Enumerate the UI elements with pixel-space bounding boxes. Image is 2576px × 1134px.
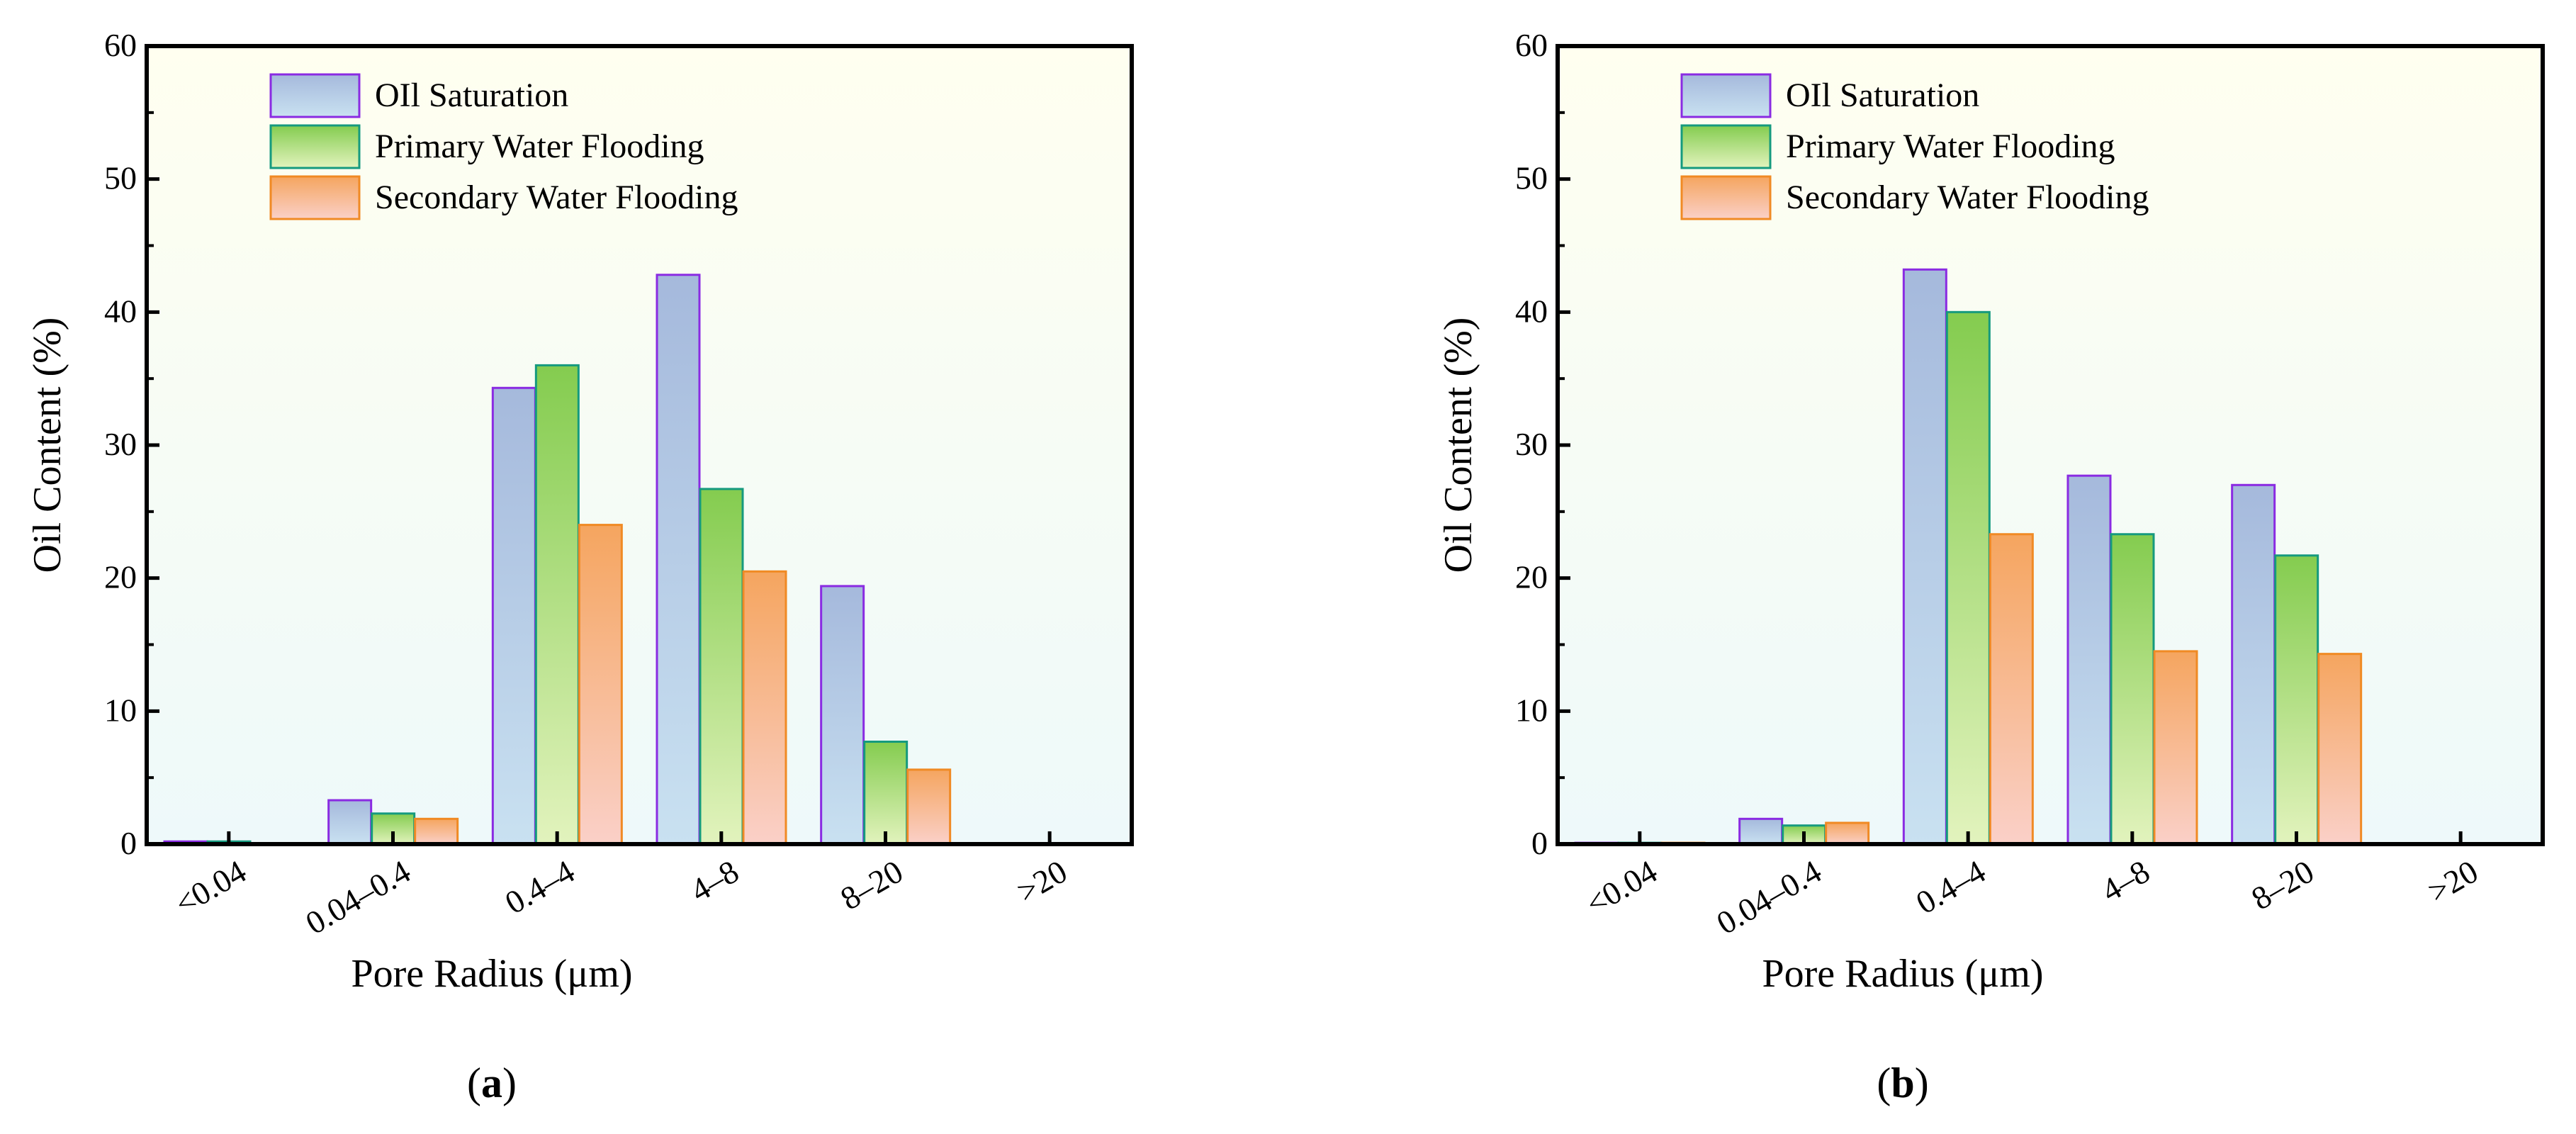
panel-label: (a) — [467, 1060, 517, 1106]
y-tick-label: 50 — [104, 160, 137, 196]
bar-secondary-water-flooding-3 — [2153, 650, 2198, 846]
y-tick-label: 60 — [104, 27, 137, 63]
legend: OIl Saturation Primary Water Flooding Seco… — [1680, 73, 2149, 220]
panel-label-close: ) — [1915, 1060, 1929, 1106]
x-tick-label: 0.4–4 — [499, 853, 580, 921]
bar-secondary-water-flooding-1 — [414, 817, 459, 846]
x-tick-label: 4–8 — [685, 853, 745, 909]
x-tick-label: 4–8 — [2096, 853, 2156, 909]
y-tick-label: 10 — [1515, 692, 1548, 728]
legend-label: Secondary Water Flooding — [375, 179, 738, 216]
y-axis: 0 10 20 30 40 50 60 — [1515, 27, 1570, 861]
bar-primary-water-flooding-4 — [863, 740, 909, 846]
legend-label: Primary Water Flooding — [1786, 128, 2115, 165]
bar-oil-saturation-1 — [327, 799, 373, 846]
y-tick-label: 0 — [1531, 825, 1548, 861]
legend-label: OIl Saturation — [1786, 77, 1979, 114]
y-tick-label: 0 — [120, 825, 137, 861]
x-axis-label: Pore Radius (μm) — [351, 952, 632, 996]
y-tick-label: 40 — [104, 293, 137, 329]
y-tick-label: 50 — [1515, 160, 1548, 196]
y-tick-label: 20 — [104, 559, 137, 595]
bar-secondary-water-flooding-4 — [906, 768, 952, 846]
y-tick-label: 20 — [1515, 559, 1548, 595]
bar-primary-water-flooding-2 — [1945, 310, 1991, 846]
y-axis: 0 10 20 30 40 50 60 — [104, 27, 159, 861]
legend-label: Secondary Water Flooding — [1786, 179, 2149, 216]
bar-group — [163, 274, 952, 846]
bar-oil-saturation-3 — [656, 274, 701, 846]
bar-oil-saturation-3 — [2066, 474, 2112, 846]
bar-oil-saturation-2 — [491, 386, 536, 846]
x-tick-label: 0.04–0.4 — [300, 853, 417, 941]
x-tick-label: <0.04 — [1580, 853, 1663, 921]
bar-secondary-water-flooding-4 — [2317, 653, 2363, 846]
panel-label-open: ( — [467, 1060, 481, 1106]
legend-swatch — [269, 175, 361, 220]
legend: OIl Saturation Primary Water Flooding Seco… — [269, 73, 738, 220]
y-tick-label: 10 — [104, 692, 137, 728]
y-tick-label: 40 — [1515, 293, 1548, 329]
bar-secondary-water-flooding-3 — [742, 570, 787, 846]
x-tick-label: 8–20 — [834, 853, 909, 916]
panel-label: (b) — [1877, 1060, 1928, 1106]
x-axis-label: Pore Radius (μm) — [1762, 952, 2043, 996]
panel-label-close: ) — [502, 1060, 517, 1106]
y-tick-label: 30 — [104, 426, 137, 462]
bar-oil-saturation-4 — [2231, 483, 2276, 846]
x-tick-label: 0.04–0.4 — [1711, 853, 1828, 941]
panel-label-letter: b — [1891, 1060, 1914, 1106]
legend-swatch — [1680, 73, 1772, 118]
legend-label: OIl Saturation — [375, 77, 568, 114]
bar-secondary-water-flooding-2 — [1989, 533, 2034, 846]
bar-primary-water-flooding-3 — [699, 488, 744, 846]
y-axis-label: Oil Content (%) — [26, 318, 69, 573]
bar-oil-saturation-1 — [1738, 817, 1784, 846]
panel-label-letter: a — [481, 1060, 502, 1106]
legend-label: Primary Water Flooding — [375, 128, 704, 165]
x-tick-label: 0.4–4 — [1910, 853, 1991, 921]
legend-swatch — [1680, 175, 1772, 220]
bar-primary-water-flooding-2 — [534, 364, 580, 846]
chart-panel-a: 0 10 20 30 40 50 60 <0.04 0.04–0.4 0.4–4 4–8 8–20 >… — [26, 27, 1134, 1106]
panel-label-open: ( — [1877, 1060, 1891, 1106]
bar-primary-water-flooding-3 — [2110, 533, 2155, 846]
y-tick-label: 60 — [1515, 27, 1548, 63]
chart-panel-b: 0 10 20 30 40 50 60 <0.04 0.04–0.4 0.4–4 4–8 8–20 >… — [1436, 27, 2545, 1106]
bar-secondary-water-flooding-2 — [578, 524, 623, 846]
legend-swatch — [269, 124, 361, 169]
bar-secondary-water-flooding-1 — [1825, 821, 1870, 846]
legend-swatch — [269, 73, 361, 118]
plot-frame — [1556, 44, 2545, 846]
x-tick-label: <0.04 — [169, 853, 252, 921]
x-axis: <0.04 0.04–0.4 0.4–4 4–8 8–20 >20 — [169, 831, 1073, 941]
x-tick-label: >20 — [1011, 853, 1073, 909]
bar-oil-saturation-4 — [820, 585, 865, 846]
x-tick-label: >20 — [2422, 853, 2484, 909]
bar-oil-saturation-2 — [1902, 268, 1947, 846]
y-axis-label: Oil Content (%) — [1436, 318, 1480, 573]
x-tick-label: 8–20 — [2245, 853, 2319, 916]
legend-swatch — [1680, 124, 1772, 169]
x-axis: <0.04 0.04–0.4 0.4–4 4–8 8–20 >20 — [1580, 831, 2484, 941]
bar-primary-water-flooding-4 — [2274, 554, 2319, 846]
plot-frame — [145, 44, 1134, 846]
y-tick-label: 30 — [1515, 426, 1548, 462]
